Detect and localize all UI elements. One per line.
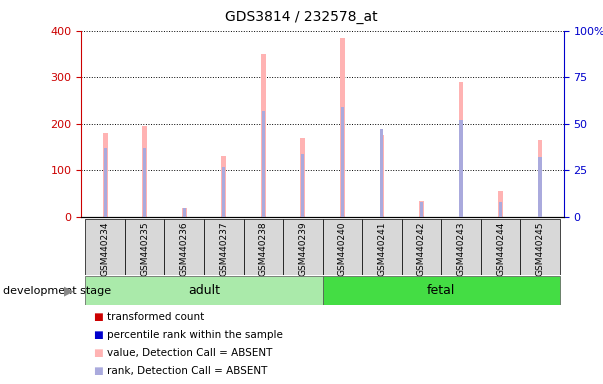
Bar [379,136,384,217]
Bar [402,219,441,275]
Text: transformed count: transformed count [107,312,204,322]
Text: GSM440239: GSM440239 [298,222,308,276]
Bar [86,276,323,305]
Text: GSM440234: GSM440234 [101,222,110,276]
Text: GSM440236: GSM440236 [180,222,189,276]
Bar [341,107,344,217]
Text: development stage: development stage [3,286,111,296]
Text: ■: ■ [93,348,103,358]
Text: GSM440235: GSM440235 [140,222,149,276]
Bar [182,208,186,217]
Bar [380,129,384,217]
Text: ■: ■ [93,330,103,340]
Bar [481,219,520,275]
Bar [143,148,147,217]
Text: fetal: fetal [427,285,455,297]
Text: GSM440242: GSM440242 [417,222,426,276]
Text: ▶: ▶ [64,284,74,297]
Text: GSM440244: GSM440244 [496,222,505,276]
Bar [538,140,543,217]
Text: percentile rank within the sample: percentile rank within the sample [107,330,283,340]
Bar [300,138,305,217]
Text: ■: ■ [93,366,103,376]
Bar [420,202,423,217]
Bar [204,219,244,275]
Bar [221,156,226,217]
Bar [419,201,424,217]
Bar [323,219,362,275]
Bar [165,219,204,275]
Text: GDS3814 / 232578_at: GDS3814 / 232578_at [225,10,378,23]
Bar [459,120,463,217]
Text: ■: ■ [93,312,103,322]
Text: GSM440237: GSM440237 [219,222,229,276]
Bar [103,133,107,217]
Bar [498,191,503,217]
Bar [538,157,541,217]
Bar [86,219,125,275]
Text: GSM440245: GSM440245 [535,222,545,276]
Text: rank, Detection Call = ABSENT: rank, Detection Call = ABSENT [107,366,268,376]
Bar [441,219,481,275]
Bar [302,154,305,217]
Bar [125,219,165,275]
Bar [283,219,323,275]
Bar [362,219,402,275]
Text: GSM440243: GSM440243 [456,222,466,276]
Bar [323,276,560,305]
Bar [222,167,226,217]
Text: GSM440240: GSM440240 [338,222,347,276]
Text: value, Detection Call = ABSENT: value, Detection Call = ABSENT [107,348,273,358]
Text: adult: adult [188,285,220,297]
Bar [104,148,107,217]
Bar [244,219,283,275]
Bar [262,111,265,217]
Bar [261,54,266,217]
Bar [183,208,186,217]
Bar [520,219,560,275]
Bar [340,38,345,217]
Bar [142,126,147,217]
Text: GSM440238: GSM440238 [259,222,268,276]
Text: GSM440241: GSM440241 [377,222,387,276]
Bar [499,202,502,217]
Bar [459,82,463,217]
